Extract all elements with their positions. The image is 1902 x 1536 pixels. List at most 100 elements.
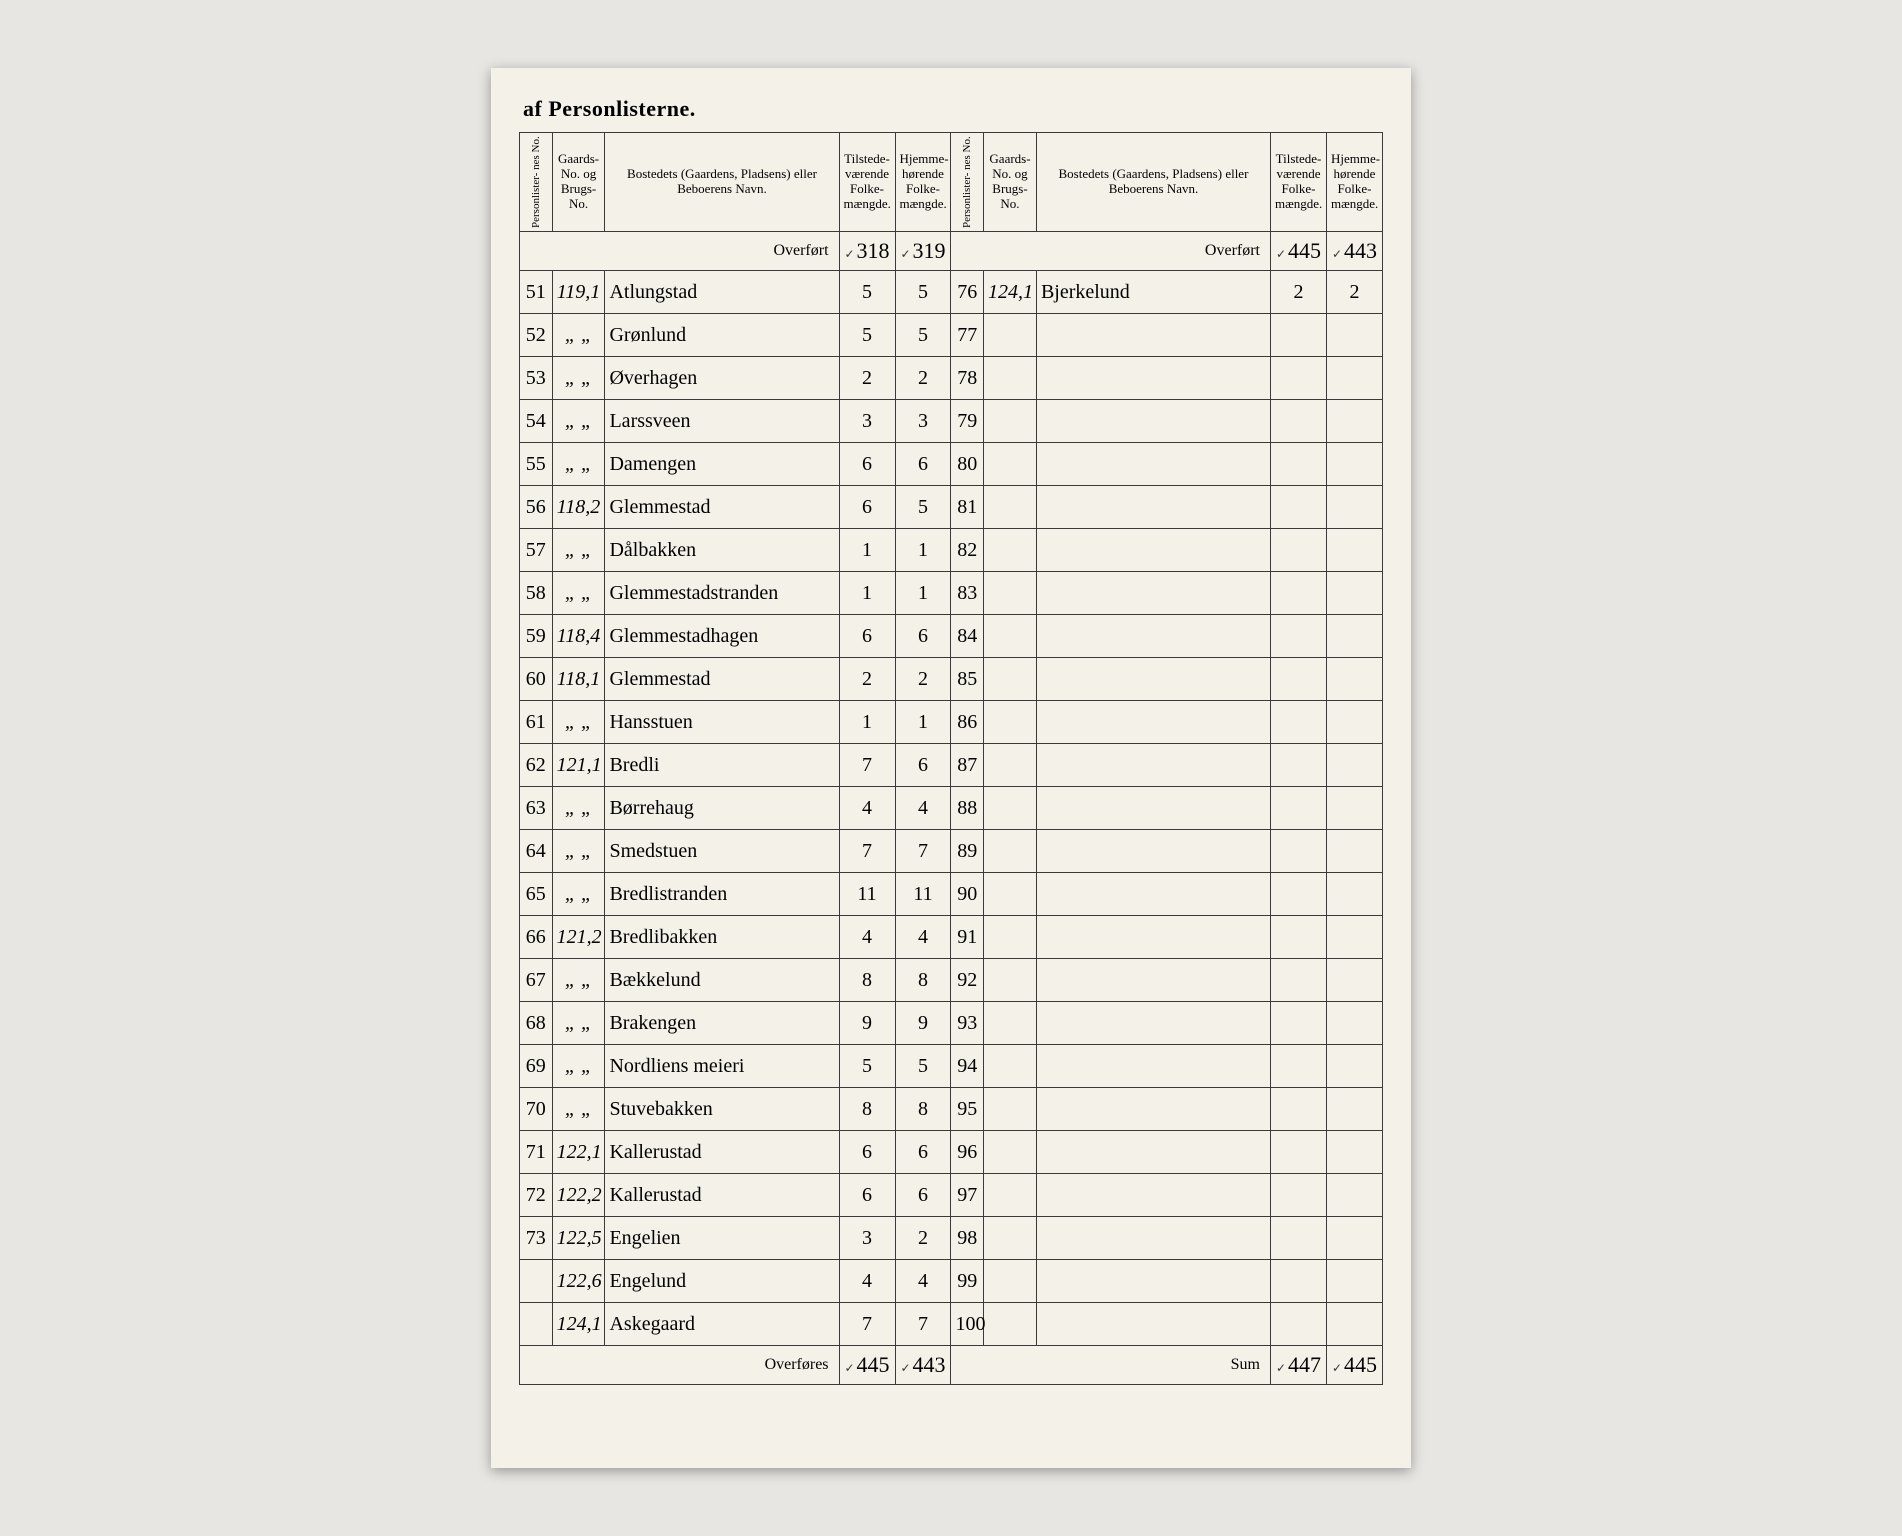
- header-row: Personlister- nes No. Gaards- No. og Bru…: [520, 133, 1383, 232]
- row-tilstede: 6: [839, 486, 895, 529]
- row-tilstede: 5: [839, 271, 895, 314]
- row-name: Atlungstad: [605, 271, 839, 314]
- row-hjemme: 5: [895, 271, 951, 314]
- row-gaard-r: [984, 916, 1037, 959]
- row-hjemme-r: [1326, 701, 1382, 744]
- overfort-h-right: 443: [1326, 232, 1382, 271]
- table-row: 67„ „Bækkelund8892: [520, 959, 1383, 1002]
- row-tilstede-r: [1271, 916, 1327, 959]
- row-gaard: „ „: [552, 1045, 605, 1088]
- row-tilstede-r: [1271, 1217, 1327, 1260]
- sum-t-right: 447: [1271, 1346, 1327, 1385]
- row-tilstede-r: [1271, 873, 1327, 916]
- row-tilstede: 4: [839, 787, 895, 830]
- row-tilstede: 1: [839, 572, 895, 615]
- row-gaard-r: [984, 959, 1037, 1002]
- row-hjemme-r: [1326, 572, 1382, 615]
- row-name-r: [1036, 959, 1270, 1002]
- row-gaard-r: [984, 830, 1037, 873]
- row-gaard-r: [984, 400, 1037, 443]
- row-tilstede-r: [1271, 572, 1327, 615]
- row-gaard: „ „: [552, 400, 605, 443]
- row-hjemme: 6: [895, 443, 951, 486]
- row-gaard-r: [984, 1260, 1037, 1303]
- row-gaard: „ „: [552, 701, 605, 744]
- row-hjemme: 7: [895, 830, 951, 873]
- row-tilstede: 3: [839, 400, 895, 443]
- row-gaard-r: [984, 1045, 1037, 1088]
- row-gaard-r: [984, 443, 1037, 486]
- row-gaard: 122,5: [552, 1217, 605, 1260]
- row-tilstede: 4: [839, 916, 895, 959]
- row-hjemme: 4: [895, 916, 951, 959]
- row-name-r: [1036, 314, 1270, 357]
- col-hjemme-r: Hjemme- hørende Folke- mængde.: [1326, 133, 1382, 232]
- overfores-t-left: 445: [839, 1346, 895, 1385]
- row-no: [520, 1260, 553, 1303]
- row-gaard-r: [984, 873, 1037, 916]
- row-gaard-r: [984, 572, 1037, 615]
- row-no: 65: [520, 873, 553, 916]
- row-gaard: 121,1: [552, 744, 605, 787]
- overfores-h-left: 443: [895, 1346, 951, 1385]
- row-hjemme-r: [1326, 615, 1382, 658]
- table-row: 64„ „Smedstuen7789: [520, 830, 1383, 873]
- row-gaard: 118,2: [552, 486, 605, 529]
- row-no-r: 79: [951, 400, 984, 443]
- row-no: 54: [520, 400, 553, 443]
- row-name: Bredlistranden: [605, 873, 839, 916]
- row-gaard: 124,1: [552, 1303, 605, 1346]
- row-no-r: 82: [951, 529, 984, 572]
- row-tilstede: 7: [839, 744, 895, 787]
- row-name: Glemmestad: [605, 658, 839, 701]
- row-tilstede: 6: [839, 1131, 895, 1174]
- row-tilstede: 2: [839, 357, 895, 400]
- row-tilstede-r: [1271, 529, 1327, 572]
- row-tilstede-r: [1271, 830, 1327, 873]
- row-gaard-r: [984, 1303, 1037, 1346]
- row-no: 53: [520, 357, 553, 400]
- row-gaard: „ „: [552, 357, 605, 400]
- row-tilstede-r: [1271, 1002, 1327, 1045]
- table-row: 70„ „Stuvebakken8895: [520, 1088, 1383, 1131]
- row-hjemme: 6: [895, 744, 951, 787]
- row-hjemme-r: [1326, 1217, 1382, 1260]
- row-no-r: 87: [951, 744, 984, 787]
- row-hjemme: 8: [895, 1088, 951, 1131]
- row-hjemme: 2: [895, 357, 951, 400]
- row-gaard-r: [984, 658, 1037, 701]
- row-no-r: 93: [951, 1002, 984, 1045]
- row-gaard: „ „: [552, 314, 605, 357]
- row-no: 70: [520, 1088, 553, 1131]
- row-gaard-r: [984, 314, 1037, 357]
- row-hjemme: 2: [895, 658, 951, 701]
- sum-h-right: 445: [1326, 1346, 1382, 1385]
- row-gaard: 122,6: [552, 1260, 605, 1303]
- row-gaard-r: [984, 357, 1037, 400]
- row-hjemme: 6: [895, 615, 951, 658]
- table-row: 71122,1Kallerustad6696: [520, 1131, 1383, 1174]
- row-name: Stuvebakken: [605, 1088, 839, 1131]
- row-hjemme-r: [1326, 787, 1382, 830]
- row-hjemme: 9: [895, 1002, 951, 1045]
- row-no: 63: [520, 787, 553, 830]
- row-hjemme-r: [1326, 1045, 1382, 1088]
- overfort-t-right: 445: [1271, 232, 1327, 271]
- row-no-r: 92: [951, 959, 984, 1002]
- row-name-r: [1036, 1002, 1270, 1045]
- row-hjemme-r: [1326, 529, 1382, 572]
- row-name-r: [1036, 658, 1270, 701]
- row-gaard: „ „: [552, 572, 605, 615]
- ledger-table: Personlister- nes No. Gaards- No. og Bru…: [519, 132, 1383, 1385]
- overfort-h-left: 319: [895, 232, 951, 271]
- table-row: 58„ „Glemmestadstranden1183: [520, 572, 1383, 615]
- row-hjemme-r: [1326, 1088, 1382, 1131]
- row-tilstede-r: [1271, 1045, 1327, 1088]
- col-bosted: Bostedets (Gaardens, Pladsens) eller Beb…: [605, 133, 839, 232]
- row-gaard: 118,1: [552, 658, 605, 701]
- row-gaard-r: [984, 1088, 1037, 1131]
- row-hjemme-r: [1326, 1303, 1382, 1346]
- row-name: Glemmestad: [605, 486, 839, 529]
- table-row: 124,1Askegaard77100: [520, 1303, 1383, 1346]
- table-row: 56118,2Glemmestad6581: [520, 486, 1383, 529]
